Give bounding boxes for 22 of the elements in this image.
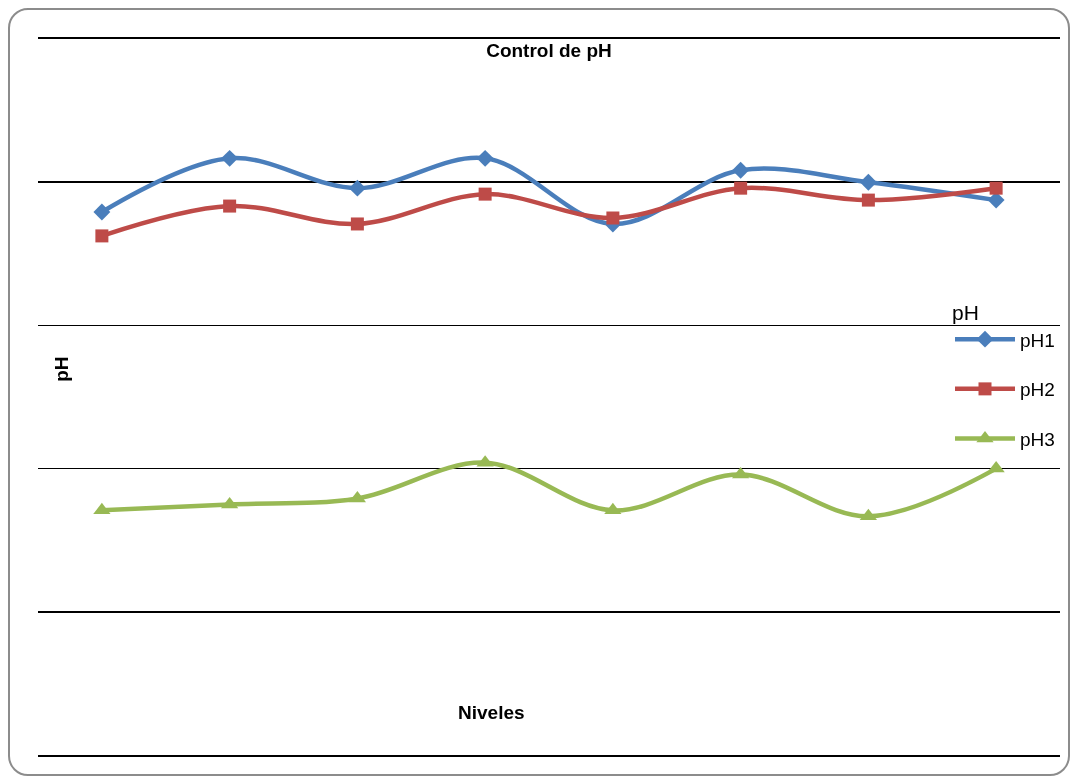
point [606, 211, 620, 225]
point [859, 173, 877, 191]
point [93, 203, 111, 221]
point [350, 217, 364, 231]
point [989, 181, 1003, 195]
legend-label: pH1 [1020, 329, 1055, 351]
legend-title: pH [952, 301, 979, 325]
legend-label: pH2 [1020, 379, 1055, 401]
y-axis-title: pH [51, 356, 73, 382]
point [223, 199, 237, 213]
point [221, 149, 239, 167]
point [604, 502, 622, 515]
point [478, 187, 492, 201]
point [734, 181, 748, 195]
point [93, 502, 111, 515]
legend-label: pH3 [1020, 428, 1055, 450]
chart-title: Control de pH [486, 39, 612, 61]
point [732, 161, 750, 179]
point [95, 229, 109, 243]
x-axis-title: Niveles [458, 702, 525, 723]
point [861, 193, 875, 207]
point [476, 149, 494, 167]
